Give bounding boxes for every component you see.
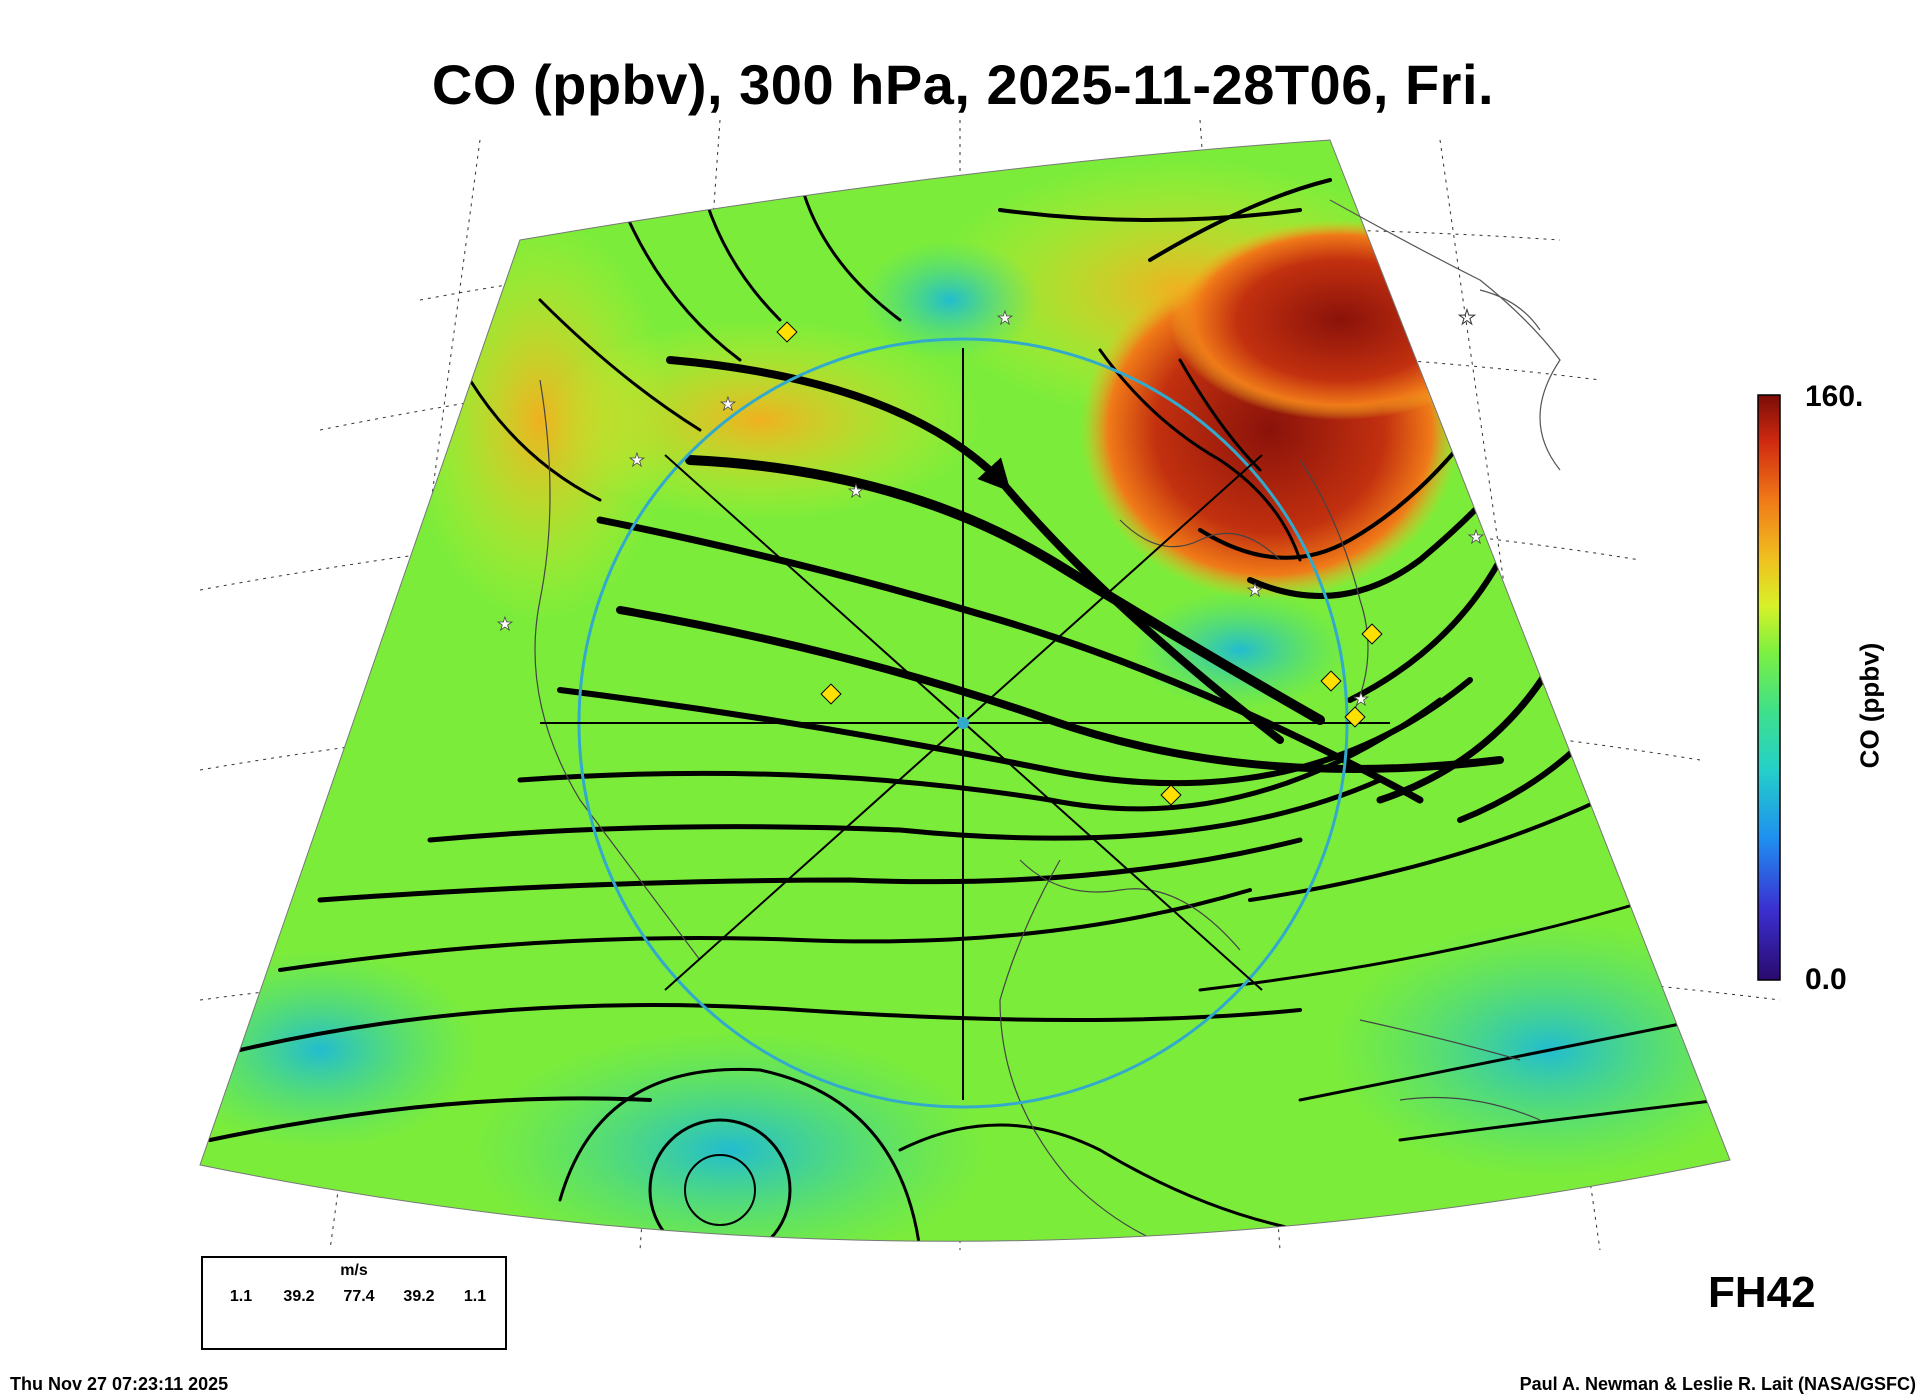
outer-coastline bbox=[1329, 199, 1561, 471]
station-markers: ★ ★ ★ ★ ★ ★ ★ ★ ★ bbox=[497, 307, 1485, 806]
co-field bbox=[200, 140, 1730, 1242]
svg-text:★: ★ bbox=[1247, 580, 1263, 600]
footer-credit: Paul A. Newman & Leslie R. Lait (NASA/GS… bbox=[1519, 1374, 1916, 1394]
map-boundary bbox=[199, 139, 1731, 1242]
svg-text:★: ★ bbox=[720, 394, 736, 414]
forecast-hour-label: FH42 bbox=[1708, 1268, 1816, 1317]
diamond-marker bbox=[1361, 623, 1383, 645]
wind-legend-unit: m/s bbox=[340, 1262, 368, 1279]
svg-text:★: ★ bbox=[1353, 689, 1369, 709]
star-markers: ★ ★ ★ ★ ★ ★ ★ ★ bbox=[497, 308, 1485, 710]
wind-legend: m/s 1.1 39.2 77.4 39.2 1.1 bbox=[201, 1256, 507, 1350]
colorbar-title: CO (ppbv) bbox=[1854, 642, 1885, 769]
colorbar-max-label: 160. bbox=[1805, 380, 1864, 413]
svg-text:★: ★ bbox=[629, 450, 645, 470]
center-marker bbox=[957, 717, 969, 729]
footer-timestamp: Thu Nov 27 07:23:11 2025 bbox=[10, 1374, 229, 1394]
diamond-marker bbox=[1160, 784, 1182, 806]
diamond-marker bbox=[776, 321, 798, 343]
coastlines bbox=[534, 379, 1541, 1242]
page-title: CO (ppbv), 300 hPa, 2025-11-28T06, Fri. bbox=[431, 53, 1495, 116]
diamond-marker bbox=[1344, 706, 1366, 728]
colorbar-min-label: 0.0 bbox=[1805, 963, 1847, 996]
svg-text:★: ★ bbox=[1468, 527, 1484, 547]
wind-streamlines bbox=[208, 178, 1722, 1242]
diamond-marker bbox=[1320, 670, 1342, 692]
colorbar bbox=[1757, 394, 1781, 981]
svg-text:★: ★ bbox=[848, 481, 864, 501]
wind-legend-value: 1.1 bbox=[229, 1288, 253, 1305]
wind-legend-value: 77.4 bbox=[343, 1288, 375, 1305]
wind-legend-value: 39.2 bbox=[403, 1288, 435, 1305]
svg-text:★: ★ bbox=[497, 614, 513, 634]
wind-legend-value: 39.2 bbox=[283, 1288, 315, 1305]
wind-legend-value: 1.1 bbox=[463, 1288, 487, 1305]
outline-star-marker: ★ bbox=[1458, 307, 1476, 329]
svg-text:★: ★ bbox=[997, 308, 1013, 328]
diamond-marker bbox=[820, 683, 842, 705]
